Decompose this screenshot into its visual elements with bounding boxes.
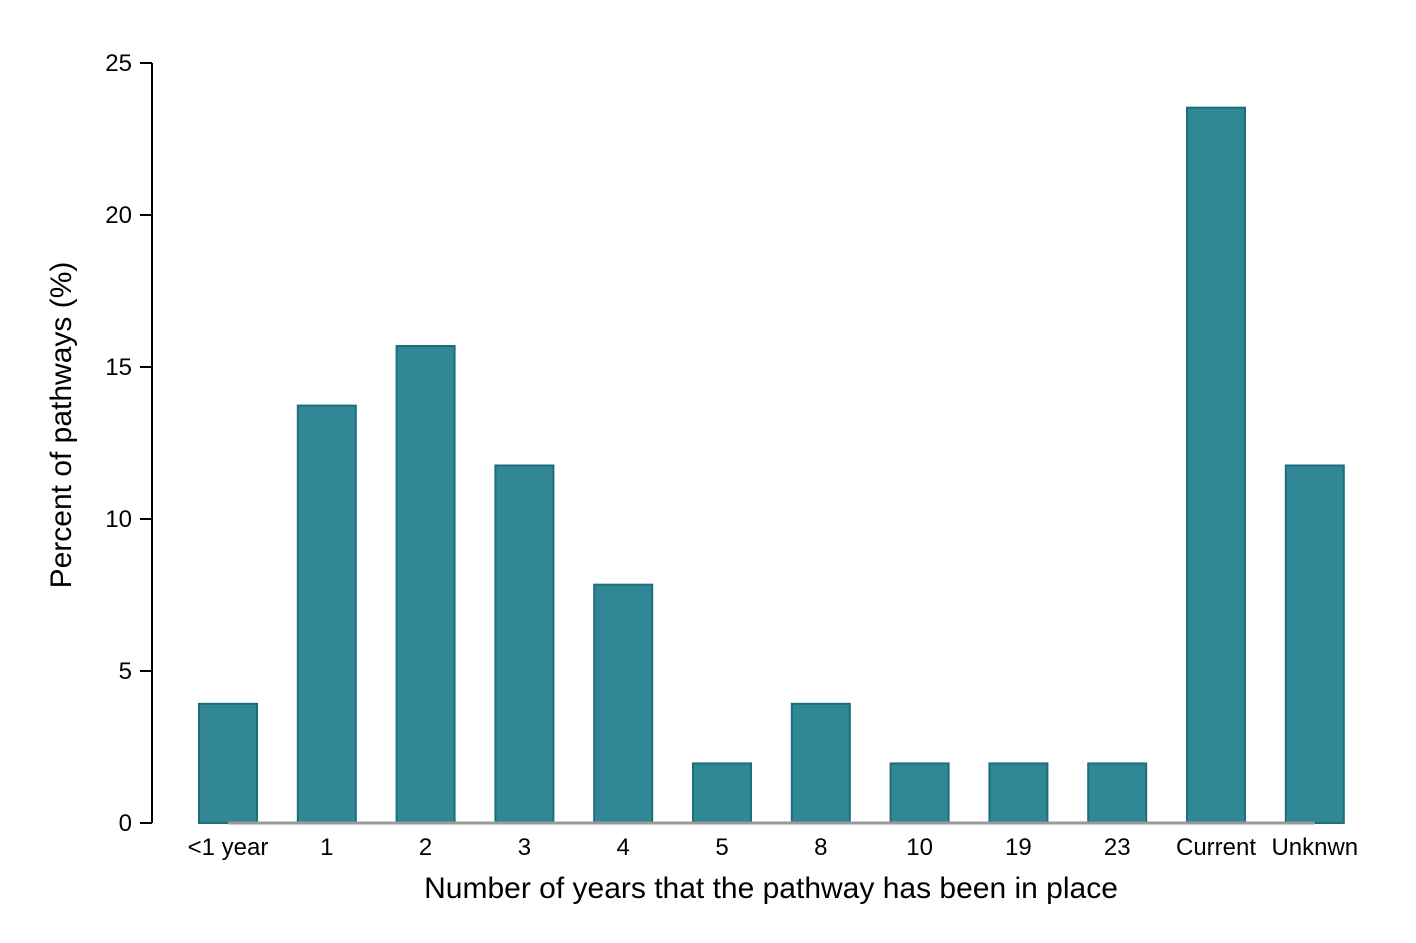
y-axis: 0 5 10 15 20 25 (105, 50, 153, 837)
x-tick-label-9: 23 (1104, 834, 1131, 861)
bar-9 (1087, 762, 1148, 825)
bar-2 (395, 345, 456, 824)
x-tick-label-0: <1 year (188, 834, 269, 861)
bar-10 (1186, 106, 1246, 825)
bar-0 (198, 702, 258, 824)
y-axis-title: Percent of pathways (%) (45, 262, 78, 589)
y-tick-label-5: 25 (105, 50, 132, 77)
x-tick-label-2: 2 (419, 834, 432, 861)
y-tick-label-4: 20 (105, 202, 132, 229)
bar-6 (790, 702, 851, 824)
x-tick-label-6: 8 (814, 834, 827, 861)
bar-7 (889, 762, 950, 825)
y-tick-label-2: 10 (105, 506, 132, 533)
x-axis: <1 year 1 2 3 4 5 8 10 19 23 Current Unknwn (188, 821, 1358, 861)
y-tick-label-0: 0 (119, 810, 132, 837)
x-tick-label-5: 5 (715, 834, 728, 861)
y-tick-label-1: 5 (119, 658, 132, 685)
bar-8 (988, 762, 1049, 825)
x-tick-label-1: 1 (320, 834, 333, 861)
y-tick-label-3: 15 (105, 354, 132, 381)
bar-4 (593, 583, 654, 824)
bar-5 (692, 762, 752, 825)
x-tick-label-8: 19 (1005, 834, 1032, 861)
bar-3 (494, 464, 555, 824)
x-axis-title: Number of years that the pathway has bee… (424, 872, 1118, 905)
x-tick-label-7: 10 (906, 834, 933, 861)
bar-1 (296, 404, 357, 824)
x-tick-label-4: 4 (617, 834, 630, 861)
bars-layer (198, 106, 1345, 825)
bar-11 (1284, 464, 1345, 824)
x-tick-label-10: Current (1176, 834, 1256, 861)
x-tick-label-3: 3 (518, 834, 531, 861)
x-tick-label-11: Unknwn (1271, 834, 1358, 861)
